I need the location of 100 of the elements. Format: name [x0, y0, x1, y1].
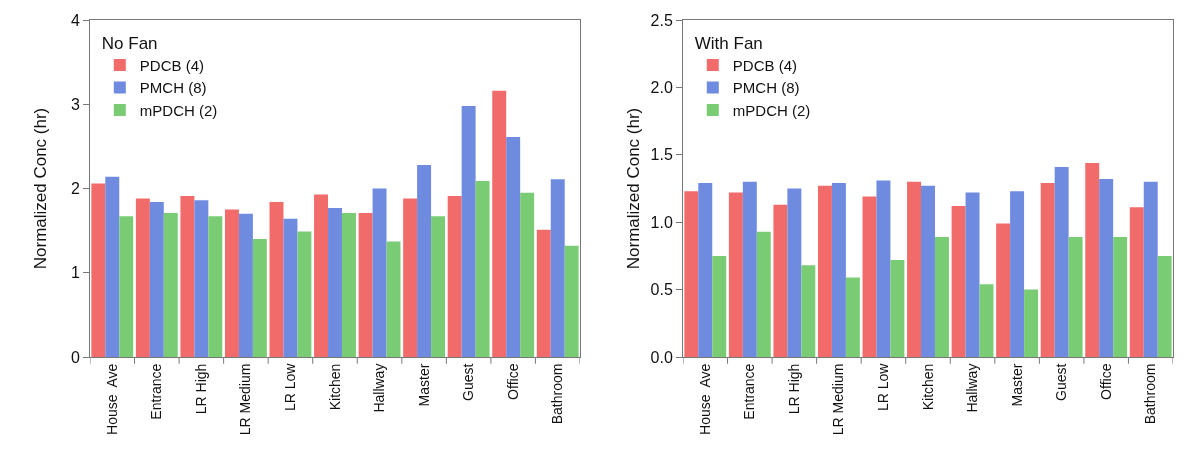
bar: [224, 209, 239, 357]
x-tick-label: LR High: [192, 363, 209, 415]
bar: [105, 176, 120, 357]
x-tick-label: Kitchen: [919, 363, 936, 411]
bar: [876, 180, 891, 357]
legend-title: With Fan: [694, 33, 763, 53]
x-tick-label: Entrance: [148, 363, 165, 420]
x-tick-label: LR Medium: [830, 363, 847, 436]
x-tick-label: Entrance: [741, 363, 758, 420]
bar: [238, 213, 253, 357]
legend-label: PMCH (8): [732, 79, 800, 97]
x-tick-label: LR Medium: [237, 363, 254, 436]
bar: [372, 188, 387, 357]
bar: [1024, 289, 1039, 357]
bar: [1085, 162, 1100, 357]
legend-label: mPDCH (2): [732, 101, 811, 119]
bar: [297, 231, 312, 357]
bar: [698, 183, 713, 357]
bar: [194, 200, 209, 357]
x-tick-label: LR Low: [875, 362, 891, 412]
bar: [506, 137, 521, 357]
bar: [712, 255, 727, 357]
bar: [564, 245, 579, 357]
bar: [1068, 237, 1083, 357]
y-tick-label: 0: [70, 348, 80, 366]
bar: [163, 212, 178, 357]
y-axis-title: Normalized Conc (hr): [624, 107, 643, 270]
bar: [341, 212, 356, 357]
bar: [91, 183, 106, 357]
bar: [742, 181, 757, 357]
bar: [417, 164, 432, 357]
bar: [979, 284, 994, 357]
x-tick-label: Master: [415, 363, 432, 407]
bar: [1157, 255, 1172, 357]
y-axis-title: Normalized Conc (hr): [31, 107, 50, 270]
bar: [358, 212, 373, 357]
y-tick-label: 2: [70, 180, 80, 198]
x-tick-label: Master: [1008, 363, 1025, 407]
y-tick-label: 0.0: [650, 348, 673, 366]
bar: [208, 216, 223, 357]
x-tick-label: Bathroom: [1142, 363, 1159, 425]
bar: [180, 196, 195, 357]
bar: [965, 192, 980, 357]
legend-label: mPDCH (2): [139, 101, 218, 119]
bar: [845, 277, 860, 357]
bar: [461, 105, 476, 357]
bar: [831, 183, 846, 357]
y-tick-label: 1: [70, 264, 80, 282]
bar: [1099, 179, 1114, 357]
bar: [1113, 237, 1128, 357]
legend-label: PMCH (8): [139, 79, 207, 97]
bar: [492, 90, 507, 357]
bar: [252, 239, 267, 357]
bar: [536, 229, 551, 357]
bar: [403, 198, 418, 357]
x-tick-label: LR Low: [282, 362, 298, 412]
bar: [520, 192, 535, 357]
bar: [328, 207, 342, 357]
bar: [283, 218, 298, 357]
bar: [119, 216, 134, 357]
x-tick-label: House Ave: [103, 363, 120, 435]
y-tick-label: 3: [70, 95, 80, 113]
bar: [728, 192, 743, 357]
x-tick-label: Office: [1097, 363, 1114, 400]
y-tick-label: 1.0: [650, 213, 673, 231]
bar: [817, 185, 832, 357]
bar: [135, 198, 150, 357]
legend-label: PDCB (4): [139, 56, 204, 74]
bar: [801, 265, 816, 357]
x-tick-label: Kitchen: [326, 363, 343, 411]
legend-title: No Fan: [101, 33, 158, 53]
bar: [921, 185, 935, 357]
bar: [269, 201, 284, 357]
bar: [862, 196, 877, 357]
bar: [1143, 181, 1158, 357]
bar: [550, 179, 565, 357]
x-tick-label: Bathroom: [549, 363, 566, 425]
x-tick-label: Guest: [460, 363, 477, 401]
bar: [314, 194, 329, 357]
y-tick-label: 0.5: [650, 281, 673, 299]
bar: [447, 196, 462, 357]
y-tick-label: 2.0: [650, 79, 673, 96]
bar: [149, 201, 164, 357]
bar: [684, 191, 699, 357]
x-tick-label: Hallway: [964, 363, 981, 413]
y-tick-label: 4: [70, 11, 80, 29]
bar: [934, 237, 949, 357]
bar: [756, 231, 771, 357]
bar: [996, 223, 1011, 357]
bar: [431, 216, 446, 357]
bar: [773, 204, 788, 357]
x-tick-label: Hallway: [371, 363, 388, 413]
x-tick-label: LR High: [785, 363, 802, 415]
y-tick-label: 2.5: [650, 11, 673, 29]
legend-label: PDCB (4): [732, 56, 797, 74]
bar: [1054, 166, 1069, 357]
bar: [1129, 207, 1144, 357]
bar: [787, 188, 802, 357]
y-tick-label: 1.5: [650, 146, 673, 164]
bar: [1040, 183, 1055, 357]
